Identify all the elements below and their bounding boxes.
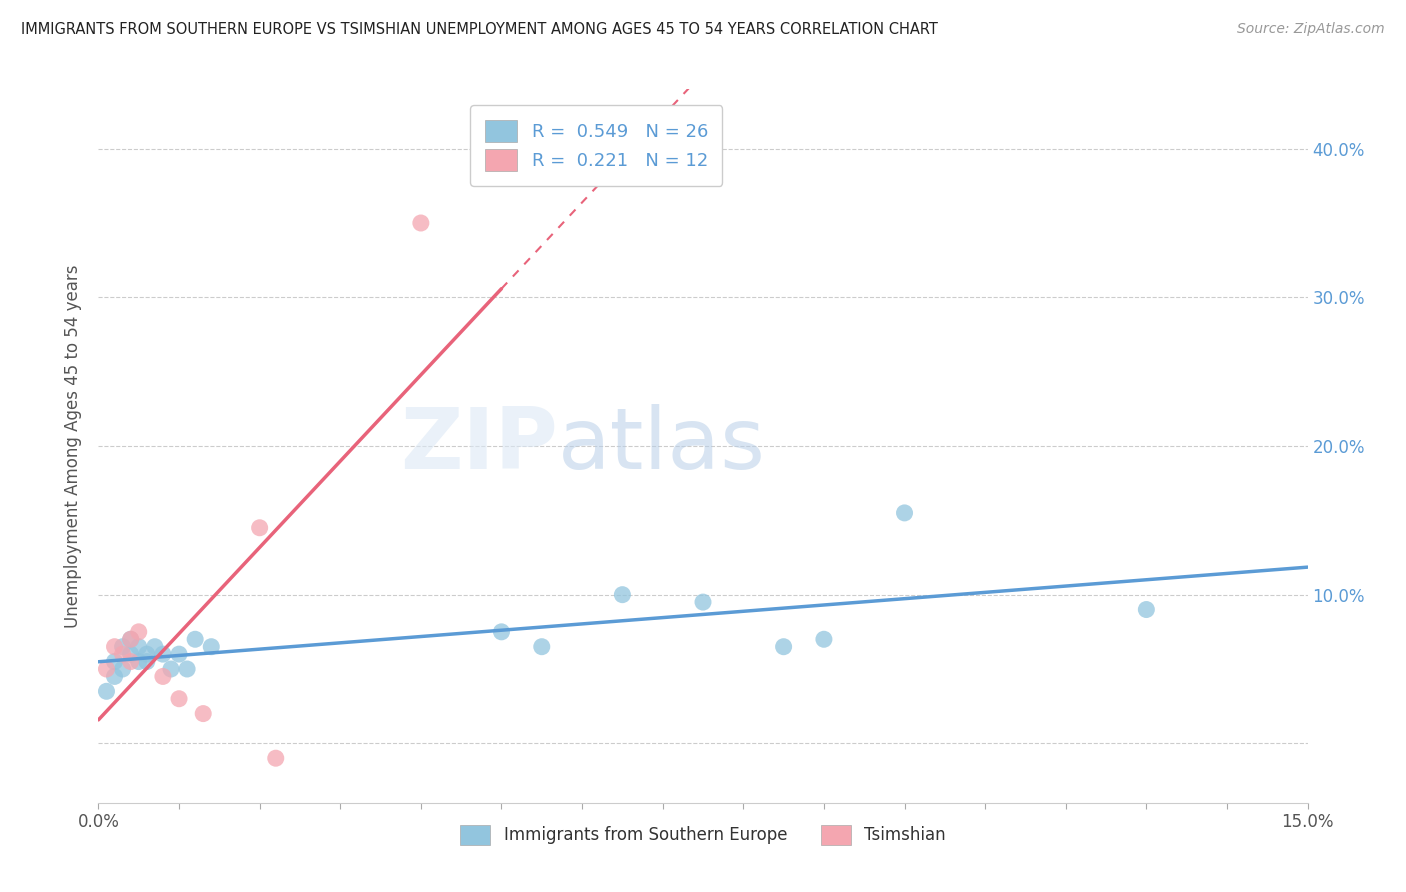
Point — [143, 640, 166, 654]
Point — [152, 669, 174, 683]
Point — [249, 521, 271, 535]
Point — [128, 655, 150, 669]
Text: atlas: atlas — [558, 404, 766, 488]
Point — [409, 216, 432, 230]
Point — [612, 588, 634, 602]
Point — [184, 632, 207, 647]
Point — [772, 640, 794, 654]
Y-axis label: Unemployment Among Ages 45 to 54 years: Unemployment Among Ages 45 to 54 years — [63, 264, 82, 628]
Point — [103, 655, 125, 669]
Point — [128, 640, 150, 654]
Point — [135, 655, 157, 669]
Point — [1135, 602, 1157, 616]
Text: IMMIGRANTS FROM SOUTHERN EUROPE VS TSIMSHIAN UNEMPLOYMENT AMONG AGES 45 TO 54 YE: IMMIGRANTS FROM SOUTHERN EUROPE VS TSIMS… — [21, 22, 938, 37]
Point — [111, 640, 134, 654]
Point — [120, 655, 142, 669]
Point — [111, 662, 134, 676]
Point — [193, 706, 215, 721]
Point — [813, 632, 835, 647]
Point — [96, 662, 118, 676]
Point — [120, 647, 142, 661]
Point — [152, 647, 174, 661]
Text: ZIP: ZIP — [401, 404, 558, 488]
Point — [103, 640, 125, 654]
Point — [176, 662, 198, 676]
Point — [120, 632, 142, 647]
Point — [96, 684, 118, 698]
Legend: Immigrants from Southern Europe, Tsimshian: Immigrants from Southern Europe, Tsimshi… — [454, 818, 952, 852]
Point — [893, 506, 915, 520]
Point — [135, 647, 157, 661]
Point — [120, 632, 142, 647]
Point — [160, 662, 183, 676]
Point — [167, 691, 190, 706]
Point — [103, 669, 125, 683]
Point — [692, 595, 714, 609]
Point — [128, 624, 150, 639]
Point — [491, 624, 513, 639]
Point — [530, 640, 553, 654]
Point — [167, 647, 190, 661]
Text: Source: ZipAtlas.com: Source: ZipAtlas.com — [1237, 22, 1385, 37]
Point — [264, 751, 287, 765]
Point — [200, 640, 222, 654]
Point — [111, 647, 134, 661]
